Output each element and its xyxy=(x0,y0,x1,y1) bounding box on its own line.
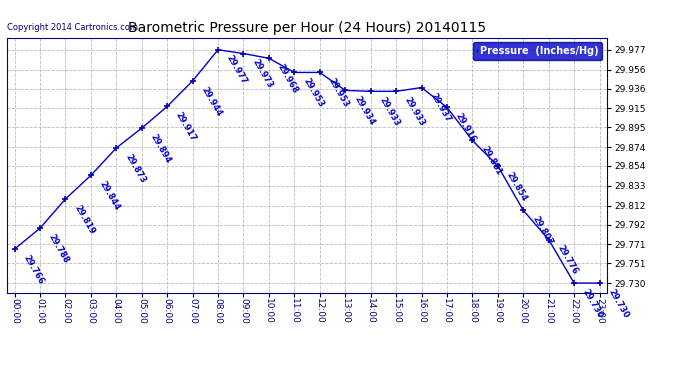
Text: Copyright 2014 Cartronics.com: Copyright 2014 Cartronics.com xyxy=(7,23,138,32)
Text: 29.973: 29.973 xyxy=(250,58,274,90)
Text: 29.944: 29.944 xyxy=(199,85,224,118)
Text: 29.730: 29.730 xyxy=(607,287,631,320)
Legend: Pressure  (Inches/Hg): Pressure (Inches/Hg) xyxy=(473,42,602,60)
Text: 29.881: 29.881 xyxy=(480,145,503,177)
Text: 29.937: 29.937 xyxy=(428,92,453,124)
Text: 29.934: 29.934 xyxy=(352,94,376,127)
Text: 29.873: 29.873 xyxy=(124,152,147,184)
Text: 29.968: 29.968 xyxy=(276,63,299,95)
Text: 29.854: 29.854 xyxy=(505,170,529,202)
Text: 29.977: 29.977 xyxy=(225,54,249,86)
Text: 29.917: 29.917 xyxy=(174,111,198,143)
Text: 29.933: 29.933 xyxy=(403,96,427,128)
Text: 29.776: 29.776 xyxy=(555,244,580,276)
Text: 29.933: 29.933 xyxy=(377,96,402,128)
Text: 29.807: 29.807 xyxy=(530,214,554,247)
Text: 29.819: 29.819 xyxy=(72,203,97,236)
Text: 29.788: 29.788 xyxy=(47,232,71,265)
Text: 29.766: 29.766 xyxy=(21,253,46,286)
Text: 29.953: 29.953 xyxy=(326,76,351,109)
Text: 29.916: 29.916 xyxy=(454,111,478,144)
Text: 29.953: 29.953 xyxy=(302,76,325,109)
Title: Barometric Pressure per Hour (24 Hours) 20140115: Barometric Pressure per Hour (24 Hours) … xyxy=(128,21,486,35)
Text: 29.894: 29.894 xyxy=(148,132,172,165)
Text: 29.730: 29.730 xyxy=(581,287,605,320)
Text: 29.844: 29.844 xyxy=(98,180,121,212)
